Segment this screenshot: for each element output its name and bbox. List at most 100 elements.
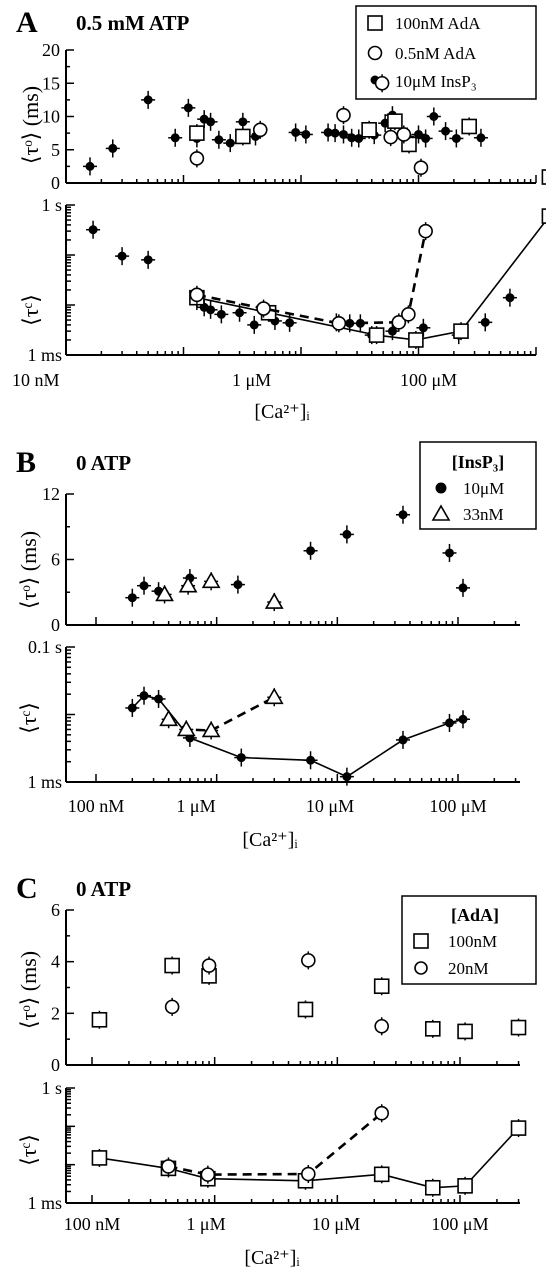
data-point-circle [401,307,416,322]
legend-marker-square [413,933,429,949]
x-tick-label: 1 μM [176,796,215,816]
data-point-dot [441,126,451,136]
data-point-dot [285,318,295,328]
data-point-dot [170,133,180,143]
data-point-dot [88,225,98,235]
legend-header: [InsP₃] [452,452,504,472]
data-point-dot [476,133,486,143]
data-point-dot [342,772,352,782]
data-point-square [373,1166,390,1183]
x-tick-label: 10 μM [306,796,354,816]
data-point-circle [301,1166,316,1182]
data-point-circle [164,999,180,1015]
data-point-square [368,327,385,343]
x-tick-label: 1 μM [232,370,271,390]
legend-label: 100nM [448,932,497,951]
data-point-dot [139,581,149,591]
panel-title: 0.5 mM ATP [76,11,190,35]
legend-label: 10μM InsP₃ [395,72,477,91]
data-point-dot [238,117,248,127]
x-tick-label: 10 nM [12,370,60,390]
data-point-dot [127,703,137,713]
legend-label: 33nM [463,505,504,524]
data-point-dot [154,694,164,704]
data-point-triangle [264,687,284,705]
data-point-circle [161,1159,176,1174]
data-point-square [373,978,390,995]
data-point-dot [398,735,408,745]
plot-c-bottom: 1 ms 1 s [27,1078,527,1213]
y-tick-label: 20 [42,40,60,60]
series-line [196,230,427,325]
data-point-dot [236,753,246,763]
x-tick-label: 100 μM [429,796,486,816]
data-point-dot [429,112,439,121]
y-tick-label: 0.1 s [28,637,62,657]
data-point-circle [256,301,271,316]
data-point-square [297,1001,314,1018]
y-axis-label: ⟨τᵒ⟩ (ms) [16,531,41,609]
data-point-square [408,332,424,348]
y-tick-label: 6 [51,900,60,920]
data-point-dot [418,323,428,333]
data-point-dot [458,714,468,724]
data-point-dot [301,129,311,139]
x-tick-label: 100 μM [431,1214,488,1234]
panel-title: 0 ATP [76,451,131,475]
data-point-dot [354,133,364,143]
data-point-triangle [176,719,196,737]
data-point-circle [189,287,205,303]
data-point-dot [444,718,454,728]
x-axis-label: [Ca²⁺]ᵢ [254,401,310,423]
legend: [AdA] 100nM 20nM [401,895,537,985]
legend: [InsP₃] 10μM 33nM [419,441,537,530]
data-point-circle [331,316,347,331]
data-point-dot [342,529,352,539]
y-tick-label: 12 [42,484,60,504]
data-point-square [91,1150,108,1166]
panel-letter: C [16,872,38,905]
data-point-dot [249,320,259,330]
data-point-dot [143,255,153,265]
data-point-circle [200,1167,216,1182]
y-tick-label: 15 [42,73,60,93]
series-line [168,1112,383,1176]
data-point-dot [233,580,243,590]
data-point-square [91,1011,108,1028]
x-tick-label: 100 nM [68,796,125,816]
data-point-dot [139,691,149,701]
x-tick-label: 1 μM [186,1214,225,1234]
data-point-circle [201,958,217,973]
data-point-circle [374,1018,390,1034]
data-point-dot [206,117,216,127]
data-point-dot [117,251,127,261]
x-axis-label: [Ca²⁺]ᵢ [242,829,298,851]
data-point-square [235,128,251,145]
data-point-square [164,957,180,974]
data-point-circle [396,127,412,142]
data-point-circle [189,151,205,166]
y-axis-label: ⟨τᶜ⟩ [16,1134,41,1166]
data-point-triangle [201,720,221,738]
legend-label: 20nM [448,959,489,978]
legend-marker-circle [414,961,428,975]
legend-marker-square [367,15,383,31]
data-point-square [424,1021,441,1037]
y-tick-label: 0 [51,173,60,193]
data-point-circle [391,315,407,330]
x-axis-label: [Ca²⁺]ᵢ [244,1247,300,1269]
x-tick-label: 100 μM [400,370,457,390]
series-line [167,696,275,732]
series-line [196,219,546,341]
data-point-dot [206,305,216,315]
panel-letter: B [16,446,36,479]
data-point-dot [127,593,137,603]
y-tick-label: 4 [51,952,60,972]
y-axis-label: ⟨τᵒ⟩ (ms) [18,86,43,164]
plot-a-top: 0 5 10 15 20 [42,40,546,193]
data-point-dot [414,129,423,139]
panel-c: C 0 ATP [AdA] 100nM 20nM ⟨τᵒ⟩ (ms) 0246 … [16,872,537,1269]
data-point-dot [330,128,340,138]
y-axis-label: ⟨τᵒ⟩ (ms) [16,951,41,1029]
y-tick-label: 1 s [41,1078,62,1098]
